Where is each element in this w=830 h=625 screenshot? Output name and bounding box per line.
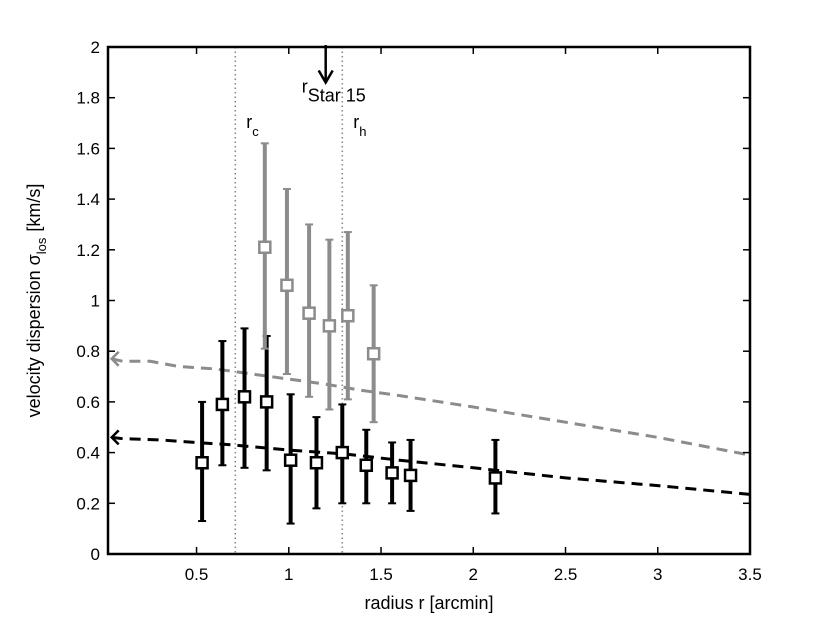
- data-point: [280, 187, 294, 376]
- x-axis-label: radius r [arcmin]: [364, 593, 493, 613]
- data-marker: [366, 346, 381, 361]
- data-marker: [258, 240, 272, 255]
- y-axis-label-sub: los: [34, 237, 49, 254]
- x-tick-label: 3.5: [738, 565, 762, 584]
- data-marker: [341, 308, 355, 323]
- reference-label-main: r: [353, 112, 359, 132]
- data-point: [488, 438, 503, 515]
- y-tick-label: 0: [91, 545, 100, 564]
- data-marker: [385, 466, 399, 480]
- y-tick-label: 1.2: [76, 241, 100, 260]
- data-point: [322, 238, 337, 411]
- data-point: [195, 400, 209, 523]
- data-point: [309, 416, 324, 510]
- reference-label-c: rc: [246, 112, 259, 139]
- y-tick-label: 1.8: [76, 89, 100, 108]
- data-point: [341, 231, 355, 401]
- data-point: [359, 428, 374, 505]
- annotation-arrow-head: [317, 69, 334, 85]
- tick-layer: 0.5 1 1.5 2 2.5 3 3.5 0 0.2 0.4 0.6 0.8 1 1.2 1.4 1.6 1.…: [76, 38, 761, 584]
- data-point: [215, 340, 230, 467]
- reference-label-main: r: [246, 112, 252, 132]
- data-point: [283, 393, 298, 525]
- data-point: [335, 403, 350, 505]
- y-axis-label: velocity dispersion σlos [km/s]: [24, 184, 49, 418]
- data-point: [366, 284, 381, 424]
- data-point: [403, 438, 418, 512]
- data-marker: [335, 445, 350, 460]
- annotation-label-sub: Star 15: [308, 86, 366, 106]
- data-point: [302, 223, 316, 398]
- data-marker: [322, 319, 337, 333]
- x-tick-label: 2.5: [554, 565, 578, 584]
- x-tick-label: 2: [469, 565, 478, 584]
- y-tick-label: 0.2: [76, 494, 100, 513]
- data-marker: [215, 397, 230, 412]
- x-tick-label: 1.5: [369, 565, 393, 584]
- data-marker: [259, 395, 274, 409]
- y-axis-label-unit: [km/s]: [24, 184, 44, 232]
- data-point: [237, 327, 252, 469]
- data-marker: [488, 471, 503, 485]
- reference-label-sub: c: [252, 124, 259, 139]
- data-marker: [403, 468, 418, 483]
- annotation-label: rStar 15: [302, 77, 366, 106]
- data-marker: [359, 458, 374, 473]
- x-tick-label: 1: [284, 565, 293, 584]
- data-marker: [280, 278, 294, 293]
- y-tick-label: 2: [91, 38, 100, 57]
- axes-frame: [106, 45, 752, 556]
- y-tick-label: 0.8: [76, 342, 100, 361]
- data-marker: [283, 453, 298, 467]
- x-tick-label: 0.5: [185, 565, 209, 584]
- x-tick-label: 3: [653, 565, 662, 584]
- data-marker: [309, 455, 324, 470]
- data-point: [385, 441, 399, 505]
- reference-label-sub: h: [359, 124, 366, 139]
- model-curve-0: [111, 357, 751, 457]
- y-tick-label: 1.6: [76, 139, 100, 158]
- y-tick-label: 1.4: [76, 190, 100, 209]
- data-marker: [302, 306, 316, 320]
- model-curve-arrow-1: [109, 429, 120, 446]
- data-point: [259, 334, 274, 472]
- reference-label-h: rh: [353, 112, 366, 139]
- y-axis-label-main: velocity dispersion σ: [24, 254, 44, 417]
- data-point: [258, 142, 272, 350]
- model-curve-arrow-0: [109, 350, 120, 367]
- data-marker: [195, 455, 209, 470]
- annotation-label-main: r: [302, 77, 308, 97]
- y-tick-label: 0.4: [76, 444, 100, 463]
- data-marker: [237, 390, 252, 404]
- y-tick-label: 0.6: [76, 393, 100, 412]
- y-tick-label: 1: [91, 292, 100, 311]
